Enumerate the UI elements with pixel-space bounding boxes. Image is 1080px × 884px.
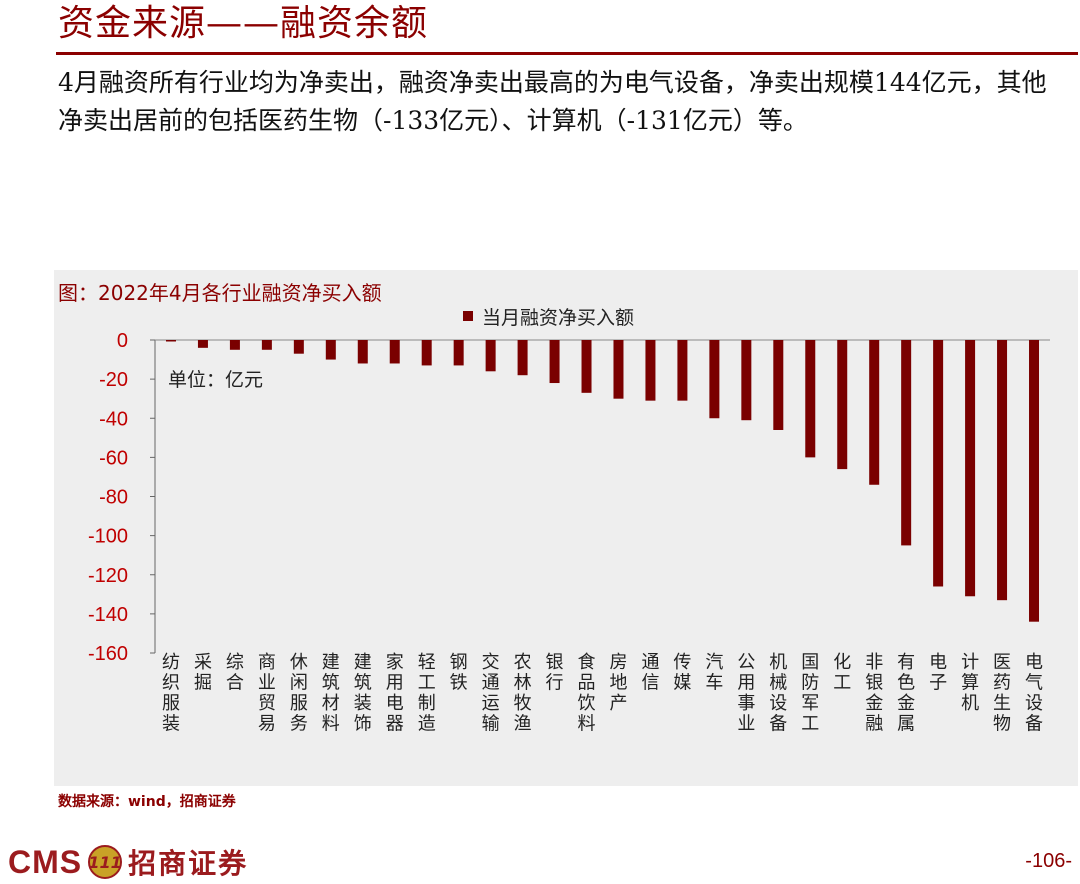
x-tick-label: 电气设备 [1025,652,1043,735]
bar [197,340,208,348]
chart-caption: 图：2022年4月各行业融资净买入额 [58,281,382,305]
x-tick-label: 医药生物 [993,652,1011,735]
bar [165,340,176,342]
y-tick-label: -140 [88,604,128,626]
y-tick-label: -20 [99,369,128,391]
title-divider [56,52,1078,55]
x-tick-label: 公用事业 [737,652,755,735]
summary-text: 4月融资所有行业均为净卖出，融资净卖出最高的为电气设备，净卖出规模144亿元，其… [58,64,1058,140]
bar [709,340,720,419]
bar [773,340,784,430]
x-tick-label: 通信 [641,652,659,694]
y-tick-label: -40 [99,408,128,430]
x-tick-label: 纺织服装 [162,652,180,735]
x-tick-label: 综合 [226,652,244,694]
bar [613,340,624,399]
bar [325,340,336,360]
bar [805,340,816,458]
x-tick-label: 国防军工 [801,652,819,735]
x-tick-label: 化工 [833,652,851,694]
bar [965,340,976,597]
bar [229,340,240,350]
logo-badge-icon: 111 [88,845,123,879]
x-tick-label: 电子 [929,652,947,694]
x-tick-label: 有色金属 [897,652,915,735]
bar [933,340,944,587]
x-tick-label: 商业贸易 [258,652,276,735]
y-tick-label: -100 [88,526,128,548]
x-tick-label: 非银金融 [865,652,883,735]
bar [517,340,528,376]
x-tick-label: 银行 [546,652,564,694]
bar [901,340,912,546]
y-tick-label: -120 [88,565,128,587]
bar [997,340,1008,601]
page-title: 资金来源——融资余额 [58,3,429,44]
bar [677,340,688,401]
x-tick-label: 轻工制造 [418,652,436,735]
y-tick-label: -60 [99,447,128,469]
legend-label: 当月融资净买入额 [482,307,634,329]
company-logo: CMS 111 招商证券 [8,840,248,884]
x-tick-label: 建筑材料 [322,652,340,735]
page-number: -106- [1025,850,1072,872]
x-tick-label: 钢铁 [450,652,468,694]
unit-note: 单位：亿元 [168,369,263,391]
x-tick-label: 家用电器 [386,652,404,735]
bar [581,340,592,393]
legend-swatch [463,311,473,321]
bar [645,340,656,401]
bar [357,340,368,364]
logo-cms-text: CMS [8,843,83,880]
x-tick-label: 休闲服务 [290,652,308,735]
data-source-note: 数据来源：wind，招商证券 [58,794,236,810]
bar [837,340,848,470]
x-tick-label: 采掘 [194,652,212,694]
bar [293,340,304,354]
bar [453,340,464,366]
bar [741,340,752,421]
x-tick-label: 传媒 [673,652,691,694]
x-tick-label: 农林牧渔 [514,652,532,735]
y-tick-label: -160 [88,643,128,665]
bar [261,340,272,350]
x-tick-label: 机械设备 [769,652,787,735]
bar [421,340,432,366]
y-tick-label: 0 [117,330,128,352]
x-tick-label: 汽车 [705,652,723,694]
y-tick-label: -80 [99,487,128,509]
summary-paragraph: 4月融资所有行业均为净卖出，融资净卖出最高的为电气设备，净卖出规模144亿元，其… [58,68,1047,135]
x-tick-label: 计算机 [961,652,979,714]
bar [869,340,880,485]
x-tick-label: 交通运输 [482,652,500,735]
bar [485,340,496,372]
x-tick-label: 建筑装饰 [354,652,372,735]
x-tick-label: 食品饮料 [578,652,596,735]
x-tick-label: 房地产 [609,652,627,714]
bar [549,340,560,384]
bar [389,340,400,364]
logo-company-name: 招商证券 [128,847,249,880]
bar [1029,340,1040,622]
